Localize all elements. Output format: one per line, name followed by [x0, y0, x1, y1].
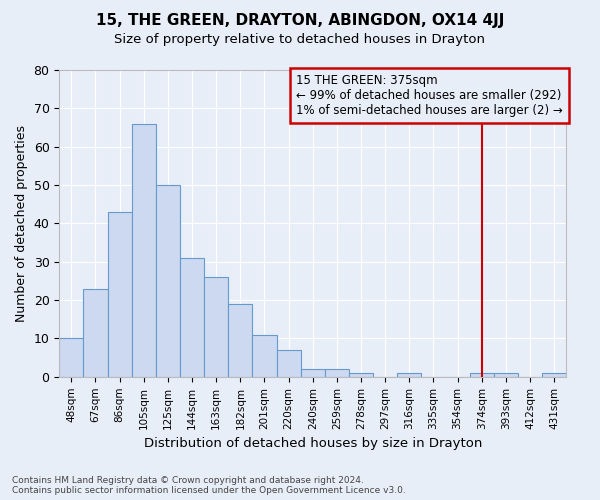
- Bar: [494, 373, 518, 377]
- Y-axis label: Number of detached properties: Number of detached properties: [15, 125, 28, 322]
- Text: 15 THE GREEN: 375sqm
← 99% of detached houses are smaller (292)
1% of semi-detac: 15 THE GREEN: 375sqm ← 99% of detached h…: [296, 74, 563, 117]
- X-axis label: Distribution of detached houses by size in Drayton: Distribution of detached houses by size …: [143, 437, 482, 450]
- Bar: [180, 258, 204, 377]
- Text: 15, THE GREEN, DRAYTON, ABINGDON, OX14 4JJ: 15, THE GREEN, DRAYTON, ABINGDON, OX14 4…: [96, 12, 504, 28]
- Bar: [542, 373, 566, 377]
- Bar: [204, 277, 228, 377]
- Bar: [470, 373, 494, 377]
- Bar: [277, 350, 301, 377]
- Bar: [349, 373, 373, 377]
- Bar: [132, 124, 156, 377]
- Bar: [107, 212, 132, 377]
- Bar: [253, 334, 277, 377]
- Bar: [228, 304, 253, 377]
- Bar: [59, 338, 83, 377]
- Bar: [83, 288, 107, 377]
- Text: Contains HM Land Registry data © Crown copyright and database right 2024.
Contai: Contains HM Land Registry data © Crown c…: [12, 476, 406, 495]
- Bar: [156, 185, 180, 377]
- Bar: [325, 369, 349, 377]
- Bar: [301, 369, 325, 377]
- Text: Size of property relative to detached houses in Drayton: Size of property relative to detached ho…: [115, 32, 485, 46]
- Bar: [397, 373, 421, 377]
